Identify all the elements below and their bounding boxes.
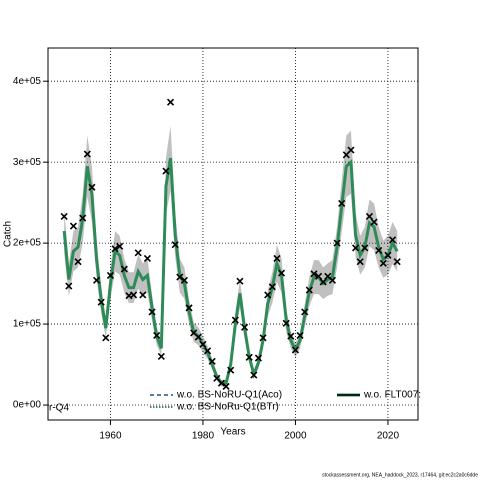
y-tick-label: 1e+05 [13, 319, 42, 330]
y-tick-label: 2e+05 [13, 238, 42, 249]
observed-point [314, 272, 323, 280]
observed-point [296, 331, 304, 339]
observed-point [157, 352, 165, 361]
x-axis-label: Years [220, 427, 245, 438]
observed-point [222, 382, 230, 390]
x-tick-label: 2020 [377, 431, 400, 442]
observed-point [199, 340, 207, 348]
observed-point [120, 265, 128, 273]
observed-point [273, 254, 281, 263]
observed-point [208, 357, 216, 365]
x-tick-label: 1980 [192, 431, 215, 442]
observed-point [97, 298, 105, 306]
observed-point [231, 316, 239, 324]
observed-point [347, 146, 355, 154]
observed-point [106, 271, 115, 280]
observed-point [351, 244, 360, 252]
observed-point [148, 308, 156, 316]
observed-point [384, 251, 392, 259]
observed-point [194, 333, 202, 341]
observed-point [92, 276, 101, 284]
observed-point [203, 347, 212, 355]
observed-point [338, 199, 346, 208]
observed-point [287, 332, 295, 340]
observed-point [116, 242, 124, 250]
observed-point [171, 241, 179, 249]
y-axis-label: Catch [3, 221, 14, 247]
observed-point [185, 304, 193, 312]
observed-point [356, 258, 364, 266]
observed-point [162, 167, 170, 175]
observed-point [79, 214, 87, 222]
footer: stockassessment.org, NEA_haddock_2023, r… [322, 472, 478, 478]
observed-point [102, 334, 110, 342]
observed-point [250, 371, 258, 379]
observed-point [310, 270, 318, 278]
observed-point [305, 286, 313, 294]
legend-label: w.o. BS-NoRu-Q1(BTr) [176, 402, 279, 413]
observed-point [180, 276, 189, 284]
y-tick-label: 0e+00 [13, 400, 42, 411]
y-tick-label: 4e+05 [13, 76, 42, 87]
observed-point [129, 291, 138, 299]
observed-point [139, 291, 147, 299]
observed-point [268, 283, 276, 291]
observed-point [375, 246, 383, 254]
observed-point [301, 308, 309, 316]
observed-point [88, 183, 96, 191]
legend-label: w.o. BS-NoRU-Q1(Aco) [176, 390, 282, 401]
observed-point [370, 218, 378, 226]
observed-point [236, 277, 244, 285]
observed-point [282, 319, 290, 327]
observed-point [227, 366, 235, 374]
y-tick-label: 3e+05 [13, 157, 42, 168]
observed-point [240, 323, 249, 331]
legend-label: w.o. FLT007: [363, 390, 421, 401]
observed-point [111, 245, 119, 253]
x-tick-label: 1960 [99, 431, 122, 442]
observed-point [393, 258, 401, 266]
observed-point [245, 353, 253, 361]
observed-point [83, 150, 91, 158]
estimate-line [62, 157, 399, 385]
observed-point [259, 334, 267, 342]
observed-point [60, 212, 68, 220]
legend-fragment: r-Q4 [49, 403, 69, 414]
observed-point [176, 273, 184, 281]
observed-point [365, 212, 374, 220]
observed-point [153, 331, 161, 339]
observed-point [74, 258, 82, 266]
observed-point [69, 222, 78, 230]
observed-point [361, 244, 369, 252]
observed-point [166, 98, 175, 106]
observed-point [217, 379, 226, 387]
observed-point [277, 269, 286, 277]
observed-point [333, 239, 341, 247]
observed-point [328, 276, 337, 284]
observed-point [143, 254, 152, 263]
observed-point [254, 354, 263, 362]
observed-point [319, 278, 327, 286]
observed-point [291, 346, 300, 354]
observed-point [388, 236, 397, 244]
plot-frame [47, 47, 419, 421]
observed-point [65, 282, 73, 290]
x-tick-label: 2000 [284, 431, 307, 442]
observed-point [134, 249, 142, 257]
observed-point [264, 291, 272, 299]
observed-point [379, 259, 387, 267]
